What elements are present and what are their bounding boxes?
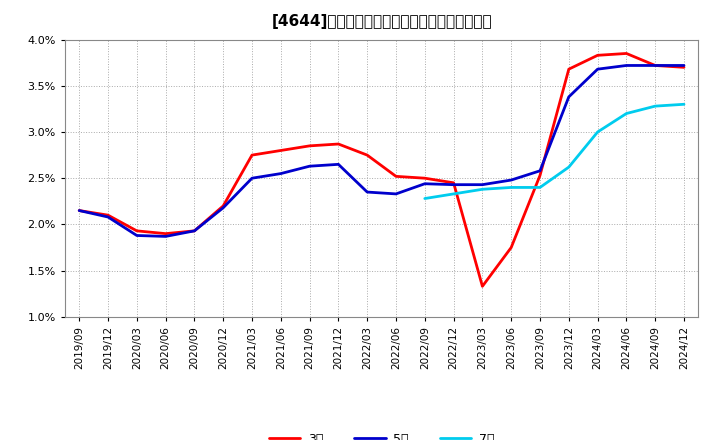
3年 (132, 228, 141, 234)
3年 (536, 173, 544, 178)
3年 (75, 208, 84, 213)
5年 (622, 63, 631, 68)
Legend: 3年, 5年, 7年: 3年, 5年, 7年 (264, 429, 499, 440)
3年 (305, 143, 314, 148)
7年 (564, 165, 573, 170)
5年 (420, 181, 429, 187)
Line: 7年: 7年 (425, 104, 684, 198)
7年 (507, 185, 516, 190)
7年 (420, 196, 429, 201)
7年 (536, 185, 544, 190)
3年 (680, 65, 688, 70)
5年 (161, 234, 170, 239)
5年 (75, 208, 84, 213)
3年 (392, 174, 400, 179)
3年 (651, 63, 660, 68)
3年 (363, 152, 372, 158)
3年 (507, 245, 516, 250)
3年 (622, 51, 631, 56)
5年 (651, 63, 660, 68)
5年 (449, 182, 458, 187)
5年 (190, 228, 199, 234)
5年 (593, 66, 602, 72)
5年 (392, 191, 400, 197)
5年 (248, 176, 256, 181)
5年 (334, 161, 343, 167)
3年 (420, 176, 429, 181)
3年 (190, 228, 199, 234)
5年 (680, 63, 688, 68)
7年 (593, 129, 602, 135)
Line: 5年: 5年 (79, 66, 684, 236)
7年 (478, 187, 487, 192)
5年 (363, 189, 372, 194)
3年 (219, 203, 228, 209)
3年 (449, 180, 458, 185)
3年 (104, 213, 112, 218)
3年 (248, 152, 256, 158)
3年 (334, 141, 343, 147)
5年 (507, 177, 516, 183)
3年 (161, 231, 170, 236)
5年 (276, 171, 285, 176)
5年 (132, 233, 141, 238)
3年 (276, 148, 285, 153)
3年 (478, 284, 487, 289)
5年 (478, 182, 487, 187)
5年 (305, 164, 314, 169)
7年 (651, 103, 660, 109)
5年 (564, 94, 573, 99)
3年 (593, 53, 602, 58)
7年 (449, 191, 458, 197)
5年 (104, 214, 112, 220)
7年 (622, 111, 631, 116)
3年 (564, 66, 573, 72)
Title: [4644]　当期純利益マージンの標準偏差の推移: [4644] 当期純利益マージンの標準偏差の推移 (271, 14, 492, 29)
5年 (219, 205, 228, 210)
Line: 3年: 3年 (79, 53, 684, 286)
5年 (536, 168, 544, 173)
7年 (680, 102, 688, 107)
